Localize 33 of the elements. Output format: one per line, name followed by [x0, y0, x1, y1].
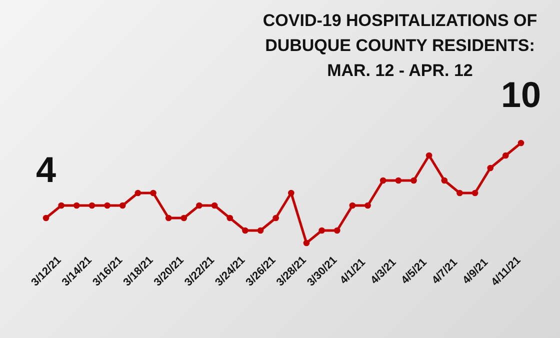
point: [58, 202, 64, 209]
point: [410, 177, 417, 184]
point: [395, 177, 402, 184]
point: [502, 152, 509, 159]
point: [380, 177, 386, 184]
point: [257, 227, 264, 234]
point: [318, 227, 325, 234]
point: [472, 190, 478, 196]
point: [441, 177, 448, 184]
point: [196, 202, 202, 209]
point: [119, 202, 126, 209]
point: [364, 202, 371, 209]
point: [73, 202, 80, 209]
point: [88, 202, 96, 209]
point: [349, 202, 356, 209]
point: [150, 190, 156, 196]
data-label: 4: [36, 149, 56, 190]
point: [288, 190, 294, 196]
point: [426, 152, 432, 159]
point: [242, 227, 248, 234]
point: [303, 240, 310, 246]
point: [165, 214, 172, 222]
point: [518, 140, 524, 146]
point: [211, 202, 218, 209]
point: [104, 202, 110, 209]
point: [456, 190, 463, 196]
point: [334, 227, 340, 234]
point: [42, 214, 50, 222]
point: [134, 190, 142, 196]
point: [226, 214, 234, 222]
point: [180, 214, 188, 222]
point: [487, 164, 494, 172]
point: [272, 214, 279, 222]
